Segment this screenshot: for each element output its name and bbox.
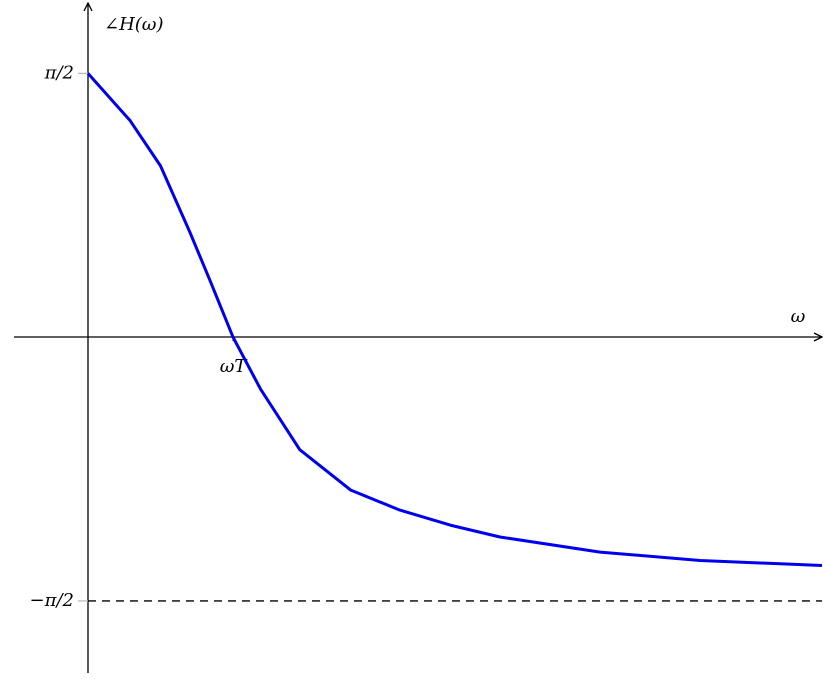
- y-axis-label: ∠H(ω): [104, 14, 164, 35]
- x-tick-label: ωT: [220, 356, 249, 377]
- y-tick-label: π/2: [44, 62, 74, 83]
- x-axis-label: ω: [791, 306, 806, 327]
- curve: [86, 72, 823, 568]
- y-tick-label: −π/2: [30, 590, 74, 611]
